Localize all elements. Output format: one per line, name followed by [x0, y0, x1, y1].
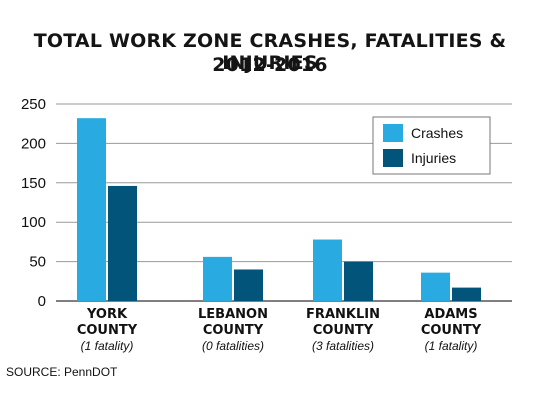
- source-note: SOURCE: PennDOT: [6, 365, 118, 379]
- legend-swatch-injuries: [383, 149, 403, 167]
- bar-injuries-1: [234, 269, 263, 301]
- chart-title: TOTAL WORK ZONE CRASHES, FATALITIES & IN…: [33, 30, 507, 74]
- x-tick-label: LEBANON: [198, 307, 268, 322]
- x-tick-label: ADAMS: [424, 307, 477, 322]
- bar-injuries-3: [452, 287, 481, 301]
- x-tick-label: COUNTY: [313, 323, 374, 338]
- bar-crashes-1: [203, 256, 232, 301]
- x-tick-note: (0 fatalities): [202, 339, 264, 353]
- x-tick-label: COUNTY: [77, 323, 138, 338]
- legend-label: Crashes: [411, 125, 463, 141]
- y-tick-label: 0: [38, 293, 46, 310]
- y-tick-label: 250: [21, 96, 46, 113]
- bar-injuries-2: [344, 261, 373, 301]
- y-tick-label: 100: [21, 214, 46, 231]
- legend-label: Injuries: [411, 150, 456, 166]
- x-tick-note: (1 fatality): [425, 339, 478, 353]
- x-tick-label: COUNTY: [203, 323, 264, 338]
- chart-subtitle: 2012-2016: [212, 54, 328, 76]
- x-tick-note: (1 fatality): [81, 339, 134, 353]
- x-tick-label: COUNTY: [421, 323, 482, 338]
- legend-swatch-crashes: [383, 124, 403, 142]
- y-tick-label: 50: [29, 254, 46, 271]
- y-tick-label: 150: [21, 175, 46, 192]
- x-tick-label: YORK: [86, 307, 128, 322]
- bar-crashes-2: [313, 239, 342, 301]
- y-tick-label: 200: [21, 135, 46, 152]
- x-tick-note: (3 fatalities): [312, 339, 374, 353]
- bar-injuries-0: [108, 185, 137, 301]
- x-tick-label: FRANKLIN: [306, 307, 380, 322]
- bar-crashes-0: [77, 118, 106, 302]
- bar-crashes-3: [421, 272, 450, 301]
